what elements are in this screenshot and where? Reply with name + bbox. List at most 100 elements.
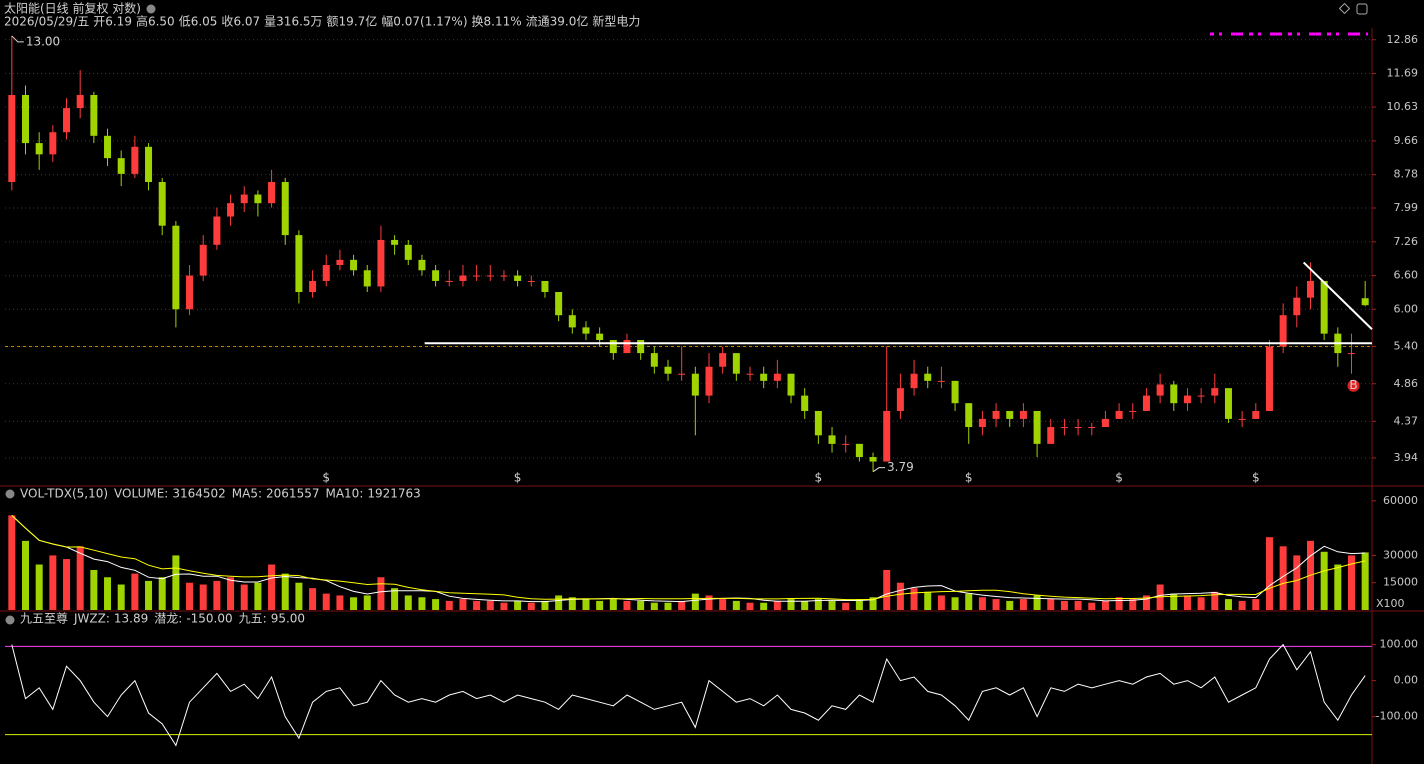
annotation-pointer xyxy=(11,35,24,43)
candle-body xyxy=(541,280,549,293)
volume-bar xyxy=(1211,591,1219,610)
quote-label: 高 xyxy=(136,14,148,29)
candle-body xyxy=(924,373,932,381)
candle-body xyxy=(1142,395,1150,411)
candle-body xyxy=(609,340,617,354)
candle-body xyxy=(1047,427,1055,444)
volume-bar xyxy=(924,591,932,610)
candle-body xyxy=(1129,410,1137,412)
signal-marker: $ xyxy=(1115,471,1123,485)
candle-body xyxy=(1183,395,1191,404)
candle-body xyxy=(1006,410,1014,419)
candle-body xyxy=(746,373,754,375)
volume-bar xyxy=(486,600,494,610)
y-tick-label: 30000 xyxy=(1383,548,1418,561)
candle-body xyxy=(49,132,57,155)
candle-body xyxy=(828,435,836,444)
y-tick-label: 60000 xyxy=(1383,494,1418,507)
volume-bar xyxy=(582,599,590,610)
candle-body xyxy=(363,270,371,287)
candle-body xyxy=(1320,280,1328,334)
sector: 新型电力 xyxy=(592,14,640,29)
volume-bar xyxy=(910,588,918,610)
volume-bar xyxy=(828,600,836,610)
candle-body xyxy=(199,244,207,276)
y-tick-label: 7.26 xyxy=(1394,235,1419,248)
volume-bar xyxy=(172,555,180,610)
legend-value: 1921763 xyxy=(367,487,420,501)
candle-body xyxy=(22,94,30,144)
volume-bar xyxy=(637,600,645,610)
volume-bar xyxy=(664,602,672,610)
volume-bar xyxy=(1074,600,1082,610)
volume-bar xyxy=(336,595,344,610)
legend-value: 2061557 xyxy=(266,487,319,501)
candle-body xyxy=(213,216,221,245)
volume-bar xyxy=(937,595,945,610)
candle-body xyxy=(336,259,344,266)
y-tick-label: 9.66 xyxy=(1394,134,1419,147)
series-line xyxy=(11,515,1366,601)
legend-name: MA10: xyxy=(325,487,363,501)
volume-bar xyxy=(76,546,84,610)
volume-bar xyxy=(1060,600,1068,610)
y-tick-label: 10.63 xyxy=(1387,100,1419,113)
volume-bar xyxy=(1238,600,1246,610)
candle-body xyxy=(1347,353,1355,355)
buy-marker: B xyxy=(1349,378,1357,392)
candle-body xyxy=(172,225,180,310)
volume-bar xyxy=(22,540,30,610)
candle-body xyxy=(117,158,125,174)
panel-icon[interactable] xyxy=(5,489,15,499)
volume-bar xyxy=(104,577,112,610)
candle-body xyxy=(377,239,385,287)
candle-body xyxy=(596,333,604,341)
volume-bar xyxy=(883,569,891,610)
volume-bar xyxy=(965,593,973,610)
candle-body xyxy=(678,373,686,375)
annotation-label: 13.00 xyxy=(26,34,60,48)
candle-body xyxy=(965,403,973,428)
candle-body xyxy=(63,108,71,133)
volume-bar xyxy=(691,593,699,610)
icon-window[interactable] xyxy=(1356,3,1368,15)
candle-body xyxy=(459,275,467,281)
legend-name: 九五: xyxy=(239,612,267,626)
panel-icon[interactable] xyxy=(5,615,15,625)
y-tick-label: -100.00 xyxy=(1376,710,1418,723)
volume-bar xyxy=(814,599,822,610)
volume-bar xyxy=(8,515,16,610)
candle-body xyxy=(1238,418,1246,420)
volume-bar xyxy=(377,577,385,610)
quote-label: 幅 xyxy=(381,14,393,29)
candle-body xyxy=(1074,427,1082,429)
trend-line xyxy=(1302,261,1373,330)
candle-body xyxy=(760,373,768,381)
volume-bar xyxy=(609,599,617,610)
icon-diamond[interactable] xyxy=(1338,2,1351,15)
volume-bar xyxy=(1142,595,1150,610)
volume-bar xyxy=(992,599,1000,610)
candle-body xyxy=(295,235,303,293)
volume-bar xyxy=(199,584,207,610)
volume-bar xyxy=(678,600,686,610)
volume-bar xyxy=(760,602,768,610)
y-tick-label: 6.60 xyxy=(1394,269,1419,282)
quote-label: 收 xyxy=(221,15,233,29)
candle-body xyxy=(650,353,658,367)
candle-body xyxy=(883,410,891,462)
candle-body xyxy=(1252,410,1260,419)
candle-body xyxy=(240,194,248,204)
candle-body xyxy=(787,373,795,396)
series-line xyxy=(11,515,1366,603)
candle-body xyxy=(814,410,822,436)
quote-label: 换 xyxy=(472,15,484,29)
volume-bar xyxy=(1361,552,1369,610)
signal-marker: $ xyxy=(514,471,522,485)
volume-bar xyxy=(1320,551,1328,610)
volume-bar xyxy=(732,600,740,610)
volume-bar xyxy=(1088,602,1096,610)
volume-bar xyxy=(240,584,248,610)
